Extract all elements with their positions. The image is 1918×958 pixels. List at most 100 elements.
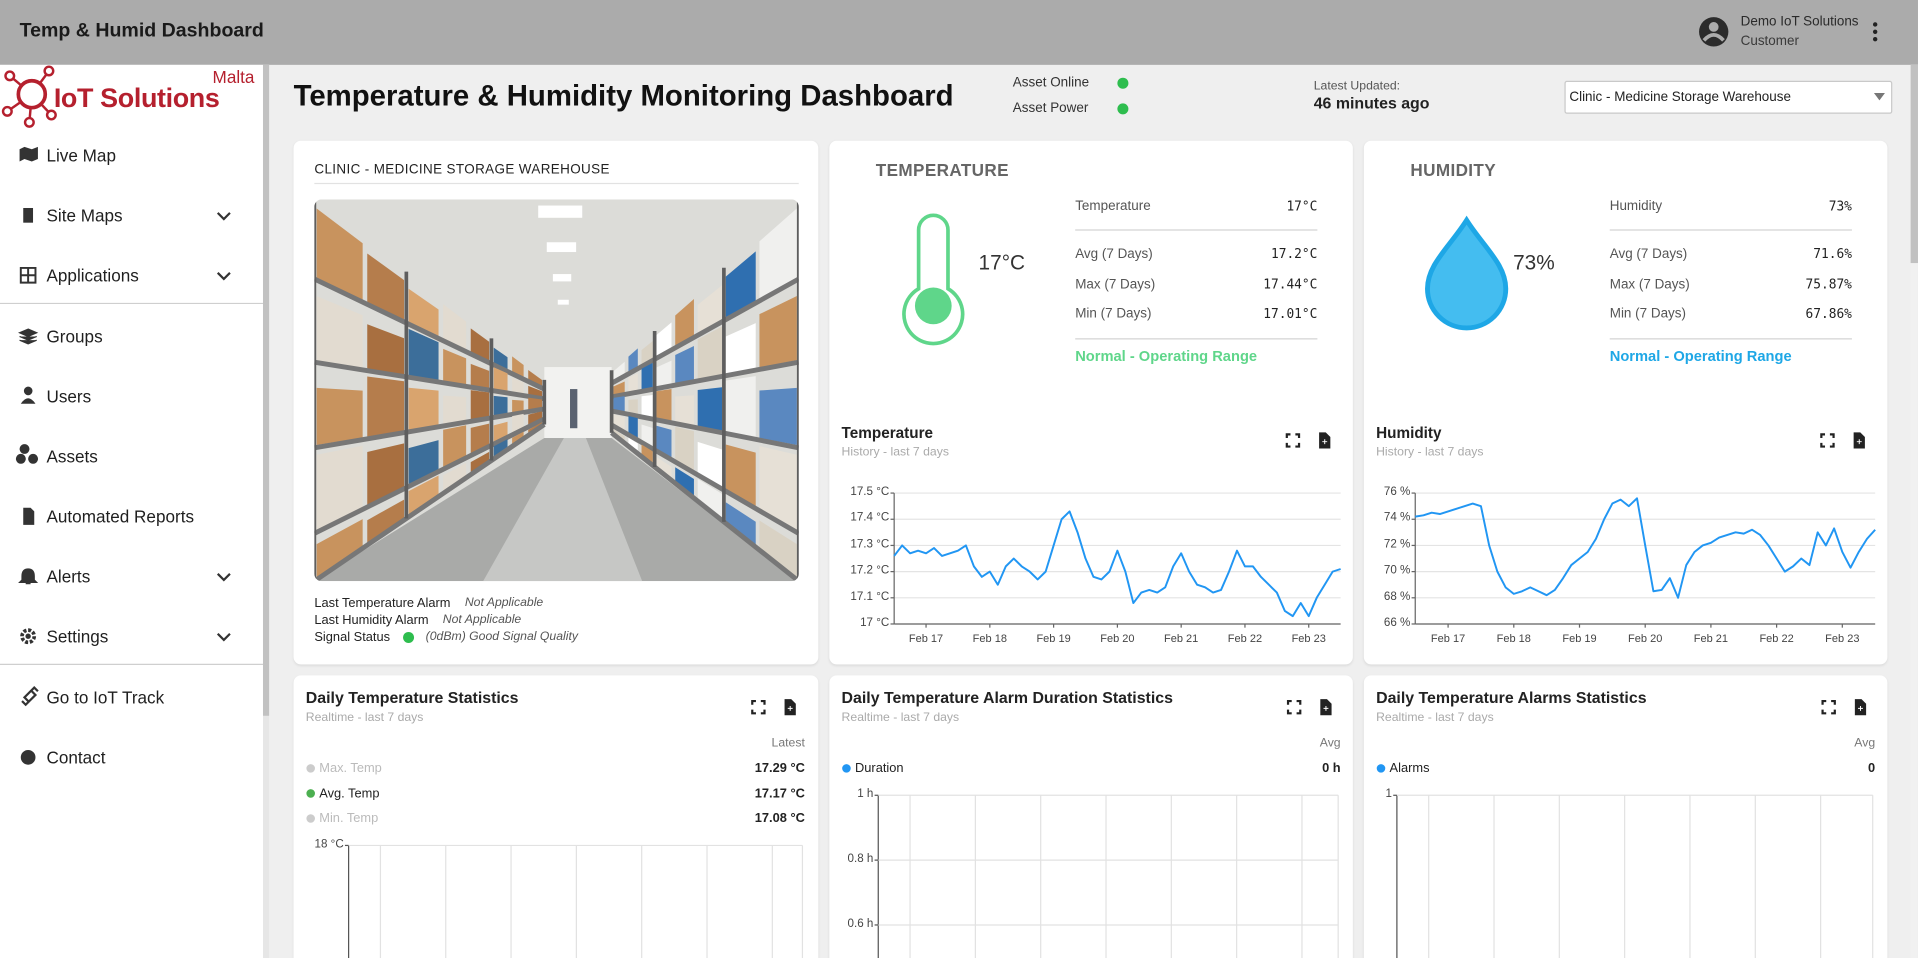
- chart-title: Daily Temperature Alarms Statistics: [1376, 688, 1647, 707]
- menu-kebab[interactable]: [1872, 36, 1878, 42]
- photo-box: [656, 360, 672, 388]
- fullscreen-button[interactable]: [1286, 699, 1302, 715]
- photo-box: [613, 381, 625, 397]
- y-tick-label: 17 °C: [860, 616, 890, 630]
- menu-icon: [19, 146, 38, 162]
- thermometer: [902, 213, 965, 346]
- menu-item[interactable]: Go to IoT Track: [46, 687, 165, 708]
- fullscreen-button[interactable]: [751, 699, 766, 715]
- site-row-value: Not Applicable: [442, 613, 522, 627]
- menu-kebab[interactable]: [1872, 22, 1878, 27]
- reading-value: 73%: [1513, 251, 1555, 275]
- y-tick-label: 17.3 °C: [850, 537, 890, 551]
- photo-box: [641, 444, 653, 465]
- photo-box: [697, 326, 723, 380]
- site-row-label: Signal Status: [314, 630, 391, 645]
- x-tick-label: Feb 18: [1496, 632, 1531, 645]
- y-tick-label: 66 %: [1383, 616, 1411, 630]
- photo-box: [367, 324, 405, 375]
- app-title: Temp & Humid Dashboard: [19, 20, 264, 42]
- page-title: Temperature & Humidity Monitoring Dashbo…: [293, 79, 954, 113]
- select-arrow[interactable]: [1873, 92, 1885, 101]
- menu-kebab[interactable]: [1872, 29, 1878, 35]
- legend-name[interactable]: Duration: [855, 760, 904, 776]
- photo-shelf: [314, 416, 546, 536]
- photo-box: [641, 395, 653, 419]
- export-button[interactable]: [1853, 698, 1868, 717]
- stat-label: Min (7 Days): [1075, 306, 1152, 322]
- sidebar-scroll-thumb[interactable]: [262, 64, 270, 716]
- user-avatar-head: [1708, 22, 1719, 32]
- user-name[interactable]: Demo IoT Solutions: [1740, 14, 1859, 29]
- menu-item[interactable]: Groups: [46, 326, 103, 347]
- legend-dot[interactable]: [306, 789, 315, 798]
- menu-item[interactable]: Users: [46, 386, 92, 407]
- legend-name[interactable]: Alarms: [1389, 760, 1430, 776]
- fullscreen-button[interactable]: [1285, 433, 1301, 448]
- chart-title: Temperature: [841, 424, 934, 442]
- menu-chevron[interactable]: [216, 632, 231, 642]
- y-tick-label: 17.2 °C: [850, 563, 890, 578]
- legend-name[interactable]: Min. Temp: [319, 811, 379, 826]
- y-tick-label: 0.6 h: [847, 917, 874, 931]
- menu-icon: [25, 633, 31, 639]
- logo-region: Malta: [212, 67, 255, 87]
- photo-box: [613, 414, 625, 433]
- photo-shelf: [314, 406, 545, 451]
- y-tick-label: 18 °C: [314, 837, 344, 851]
- x-tick-label: Feb 23: [1825, 632, 1860, 645]
- legend-value: 17.17 °C: [754, 786, 805, 801]
- site-select[interactable]: [1564, 80, 1893, 114]
- photo-box: [759, 208, 797, 299]
- y-tick-label: 17.1 °C: [850, 589, 890, 604]
- legend-header: Latest: [771, 736, 805, 751]
- legend-name[interactable]: Avg. Temp: [319, 786, 380, 801]
- menu-chevron[interactable]: [216, 212, 231, 221]
- stats-card: [829, 675, 1353, 958]
- photo-shelf: [610, 276, 799, 386]
- menu-item[interactable]: Assets: [46, 446, 98, 467]
- legend-name[interactable]: Max. Temp: [319, 760, 382, 776]
- menu-item[interactable]: Applications: [46, 265, 139, 286]
- legend-value: 0 h: [1322, 760, 1341, 776]
- temperature-card: [829, 140, 1353, 665]
- menu-item[interactable]: Site Maps: [46, 205, 123, 226]
- photo-shelf: [314, 276, 546, 392]
- legend-dot[interactable]: [1376, 764, 1386, 773]
- photo-box: [408, 387, 439, 431]
- x-tick-label: Feb 22: [1759, 632, 1794, 645]
- logo-text: IoT Solutions: [53, 82, 220, 113]
- fullscreen-button[interactable]: [1820, 433, 1835, 448]
- photo-box: [367, 376, 405, 437]
- stat-value: 75.87%: [1805, 277, 1852, 293]
- menu-item[interactable]: Alerts: [46, 566, 91, 586]
- menu-item[interactable]: Automated Reports: [46, 506, 195, 527]
- legend-dot[interactable]: [842, 764, 851, 773]
- legend-dot[interactable]: [306, 764, 315, 773]
- legend-header: Avg: [1319, 736, 1341, 751]
- menu-chevron[interactable]: [216, 573, 231, 582]
- top-bar: [0, 0, 1918, 65]
- x-tick-label: Feb 18: [972, 632, 1007, 645]
- menu-item[interactable]: Settings: [46, 626, 109, 646]
- site-select-value[interactable]: Clinic - Medicine Storage Warehouse: [1569, 90, 1791, 105]
- menu-chevron[interactable]: [216, 272, 231, 281]
- photo-shelf: [610, 422, 799, 536]
- photo-box: [367, 443, 405, 506]
- photo-box: [443, 462, 467, 493]
- fullscreen-button[interactable]: [1821, 699, 1836, 715]
- main-scroll-thumb[interactable]: [1910, 64, 1918, 264]
- photo-box: [408, 328, 439, 381]
- photo-box: [697, 478, 723, 519]
- menu-item[interactable]: Live Map: [46, 145, 116, 166]
- x-tick-label: Feb 21: [1164, 632, 1199, 645]
- export-button[interactable]: [783, 698, 797, 717]
- menu-item[interactable]: Contact: [46, 747, 106, 768]
- reading-status: Normal - Operating Range: [1609, 347, 1792, 365]
- x-tick-label: Feb 17: [1430, 632, 1466, 645]
- export-button[interactable]: [1319, 698, 1333, 717]
- export-button[interactable]: [1318, 431, 1332, 450]
- legend-dot[interactable]: [306, 814, 315, 823]
- export-button[interactable]: [1852, 431, 1866, 450]
- stat-label: Temperature: [1075, 199, 1151, 214]
